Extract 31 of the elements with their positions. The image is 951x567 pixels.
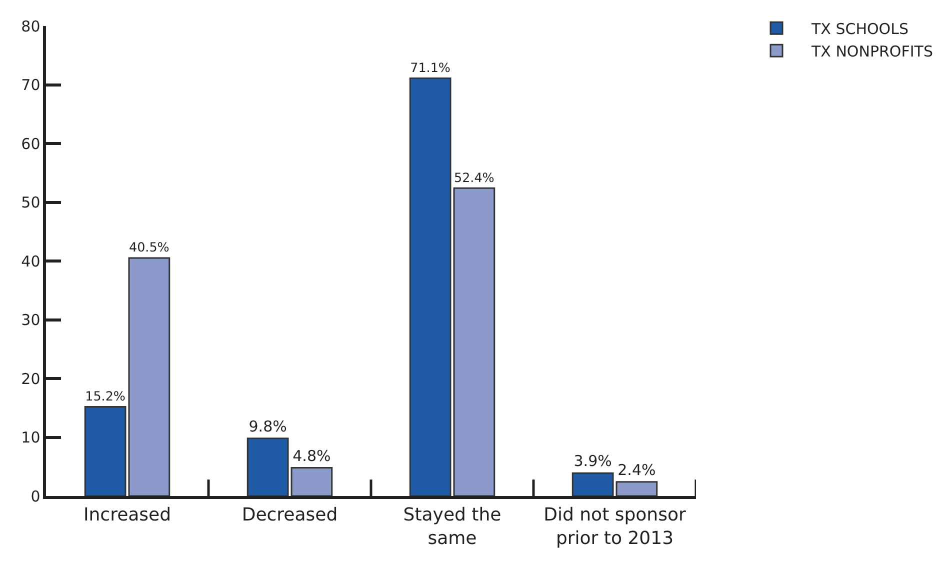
y-tick-label: 40 [21,252,40,270]
y-tick-label: 60 [21,134,40,153]
bar [128,257,170,496]
bar [616,481,658,496]
y-tick-label: 80 [21,17,40,36]
data-label: 9.8% [248,417,287,436]
bar [572,472,614,496]
bar [290,467,333,496]
data-label: 3.9% [574,452,612,470]
bar [409,78,452,496]
x-tick-label: Increased [83,504,172,526]
y-tick-label: 70 [21,76,40,94]
y-tick-label: 20 [21,370,40,388]
y-tick-label: 30 [21,311,40,329]
x-tick-label: Stayed the same [403,504,502,549]
data-label: 52.4% [454,170,494,185]
y-tick-label: 10 [21,428,40,446]
data-label: 40.5% [129,240,170,255]
bar [453,187,496,496]
x-tick-label: Decreased [242,504,338,526]
bar [246,438,289,496]
data-label: 15.2% [85,388,126,404]
bar [84,406,126,496]
data-label: 71.1% [410,60,450,75]
y-tick-label: 50 [21,194,40,212]
y-tick-label: 0 [30,487,40,506]
legend-label: TX SCHOOLS [810,20,908,38]
data-label: 4.8% [292,446,331,465]
legend-label: TX NONPROFITS [810,42,933,60]
x-tick-label: Did not sponsor prior to 2013 [544,504,686,549]
data-label: 2.4% [618,460,656,479]
